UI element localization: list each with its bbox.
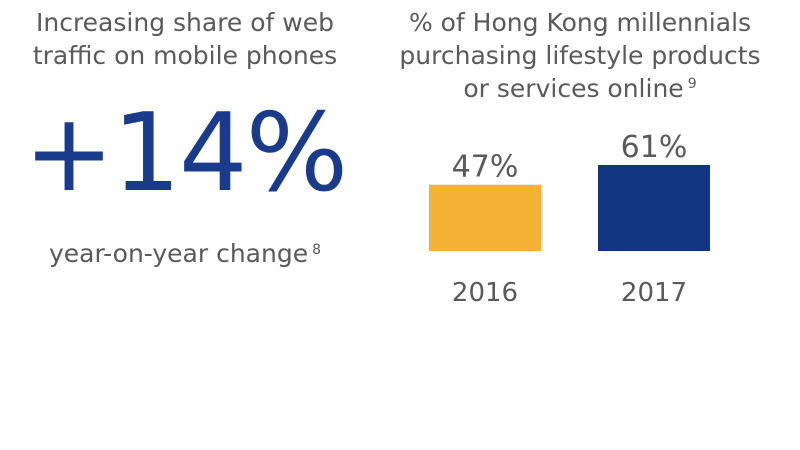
millennials-panel: % of Hong Kong millennials purchasing li… [380,6,780,105]
category-label-2016: 2016 [452,278,518,308]
mobile-traffic-panel: Increasing share of web traffic on mobil… [20,6,350,270]
mobile-traffic-title: Increasing share of web traffic on mobil… [20,6,350,72]
big-stat-value: +14% [23,91,349,216]
chart-title-line3: or services online 9 [380,72,780,105]
bar-chart: 47% 2016 61% 2017 [429,130,710,308]
category-label-2017: 2017 [621,278,687,308]
chart-title: % of Hong Kong millennials purchasing li… [380,6,780,105]
bar-2017 [598,165,710,251]
bar-2016 [429,184,541,251]
chart-title-line3-text: or services online [463,74,684,103]
bar-value-label-2016: 47% [452,150,519,185]
chart-title-line2: purchasing lifestyle products [399,41,761,70]
chart-title-line1: % of Hong Kong millennials [408,8,752,37]
stat-caption-footnote: 8 [312,242,322,258]
bar-value-label-2017: 61% [621,130,688,165]
chart-title-footnote: 9 [687,76,697,92]
stat-caption: year-on-year change 8 [20,238,350,270]
mobile-traffic-title-line1: Increasing share of web [35,8,334,37]
mobile-traffic-title-line2: traffic on mobile phones [32,41,338,70]
stat-caption-text: year-on-year change [48,239,309,268]
